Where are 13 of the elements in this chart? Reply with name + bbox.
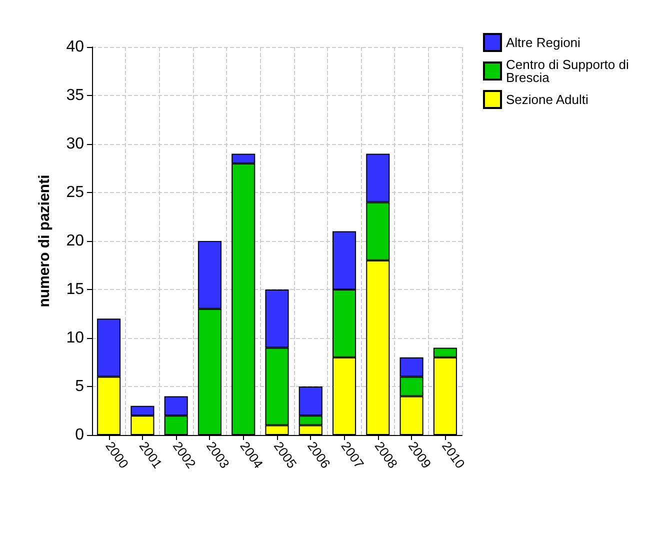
legend-label: Altre Regioni	[506, 35, 581, 50]
y-tick-label: 30	[66, 136, 84, 152]
legend-label: Sezione Adulti	[506, 92, 589, 107]
y-tick-label: 40	[66, 38, 84, 56]
y-tick-label: 20	[66, 232, 84, 250]
y-tick-label: 10	[66, 330, 84, 346]
y-tick-label: 5	[75, 378, 84, 395]
legend-label: Centro di Supporto di Brescia	[506, 57, 632, 85]
y-tick-label: 25	[66, 184, 84, 201]
y-tick-label: 15	[66, 281, 84, 298]
y-tick-label: 35	[66, 87, 84, 104]
y-tick-label: 0	[75, 426, 84, 444]
y-axis-title: numero di pazienti	[36, 174, 53, 308]
